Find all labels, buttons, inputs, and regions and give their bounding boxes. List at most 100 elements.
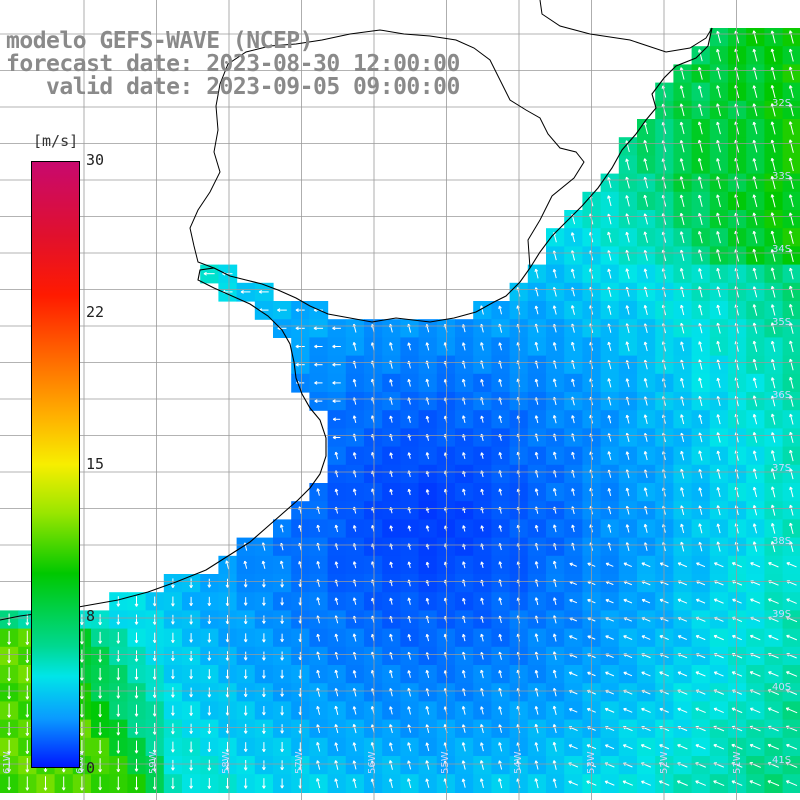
wind-arrow (625, 231, 630, 243)
wind-arrow (425, 724, 430, 733)
wind-arrow (498, 305, 503, 315)
wind-arrow (425, 561, 430, 568)
wind-arrow (713, 780, 725, 786)
wind-arrow (570, 232, 575, 243)
wind-arrow (280, 669, 284, 679)
wind-arrow (569, 635, 578, 640)
wind-arrow (425, 633, 430, 642)
wind-arrow (622, 744, 633, 750)
wind-arrow (770, 523, 776, 534)
wind-arrow (189, 723, 193, 734)
wind-arrow (479, 760, 484, 770)
wind-arrow (262, 742, 266, 752)
wind-arrow (716, 212, 721, 226)
wind-arrow (788, 248, 794, 262)
wind-arrow (280, 651, 284, 661)
wind-arrow (134, 722, 139, 735)
wind-arrow (352, 378, 357, 387)
wind-arrow (680, 450, 685, 461)
wind-arrow (189, 614, 193, 625)
wind-arrow (770, 322, 776, 335)
wind-arrow (498, 525, 503, 532)
wind-arrow (643, 341, 648, 352)
wind-arrow (134, 650, 139, 662)
wind-arrow (604, 707, 615, 713)
wind-arrow (262, 778, 266, 789)
wind-arrow (716, 487, 721, 497)
wind-arrow (258, 290, 269, 294)
wind-arrow (389, 561, 393, 568)
wind-arrow (716, 231, 721, 244)
wind-arrow (607, 231, 612, 243)
longitude-label: 58W (221, 751, 232, 774)
wind-arrow (698, 341, 703, 352)
wind-arrow (280, 724, 284, 734)
map-title-block: modelo GEFS-WAVE (NCEP) forecast date: 2… (6, 30, 460, 99)
wind-arrow (462, 561, 466, 569)
wind-arrow (752, 358, 758, 371)
wind-arrow (352, 633, 357, 642)
wind-arrow (461, 342, 466, 351)
wind-arrow (752, 121, 758, 135)
wind-arrow (752, 103, 758, 117)
wind-arrow (243, 723, 248, 734)
wind-arrow (407, 634, 412, 642)
wind-arrow (643, 451, 648, 461)
wind-arrow (680, 304, 685, 316)
wind-arrow (189, 578, 193, 589)
colorbar-tick-15: 15 (86, 455, 105, 473)
wind-arrow (605, 635, 614, 640)
wind-arrow (623, 707, 633, 713)
wind-arrow (752, 194, 758, 208)
wind-arrow (697, 230, 703, 244)
wind-arrow (313, 326, 324, 331)
wind-arrow (462, 597, 466, 605)
wind-arrow (534, 305, 539, 315)
wind-arrow (152, 686, 157, 698)
wind-arrow (480, 415, 484, 423)
wind-arrow (534, 268, 539, 279)
wind-arrow (498, 706, 503, 715)
wind-arrow (207, 669, 212, 680)
wind-arrow (552, 724, 557, 734)
wind-arrow (752, 30, 758, 44)
colorbar-tick-0: 0 (86, 759, 96, 777)
wind-arrow (789, 304, 794, 316)
wind-arrow (679, 212, 685, 226)
wind-arrow (731, 780, 743, 786)
wind-arrow (625, 268, 630, 279)
wind-arrow (314, 399, 323, 403)
wind-arrow (7, 630, 11, 645)
wind-arrow (752, 67, 758, 80)
wind-arrow (698, 304, 703, 316)
wind-arrow (498, 778, 503, 789)
wind-arrow (171, 596, 175, 607)
wind-arrow (697, 139, 703, 153)
latitude-label: 33S (772, 171, 791, 182)
wind-arrow (552, 760, 557, 770)
wind-arrow (552, 741, 557, 752)
wind-arrow (280, 760, 284, 771)
wind-arrow (714, 562, 724, 568)
wind-arrow (316, 597, 320, 606)
wind-arrow (696, 562, 706, 568)
wind-arrow (625, 341, 630, 352)
wind-arrow (534, 706, 539, 715)
wind-arrow (568, 744, 578, 750)
wind-arrow (334, 669, 339, 679)
wind-arrow (116, 686, 121, 699)
wind-arrow (605, 598, 614, 604)
wind-arrow (788, 66, 794, 81)
wind-arrow (134, 704, 139, 717)
wind-arrow (116, 631, 121, 644)
forecast-date: forecast date: 2023-08-30 12:00:00 (6, 51, 460, 77)
wind-arrow (680, 377, 685, 388)
wind-arrow (716, 322, 721, 334)
wind-arrow (498, 669, 502, 678)
wind-arrow (752, 48, 758, 62)
wind-arrow (98, 614, 102, 626)
wind-arrow (789, 431, 794, 443)
wind-arrow (240, 290, 251, 294)
wind-arrow (189, 778, 193, 789)
